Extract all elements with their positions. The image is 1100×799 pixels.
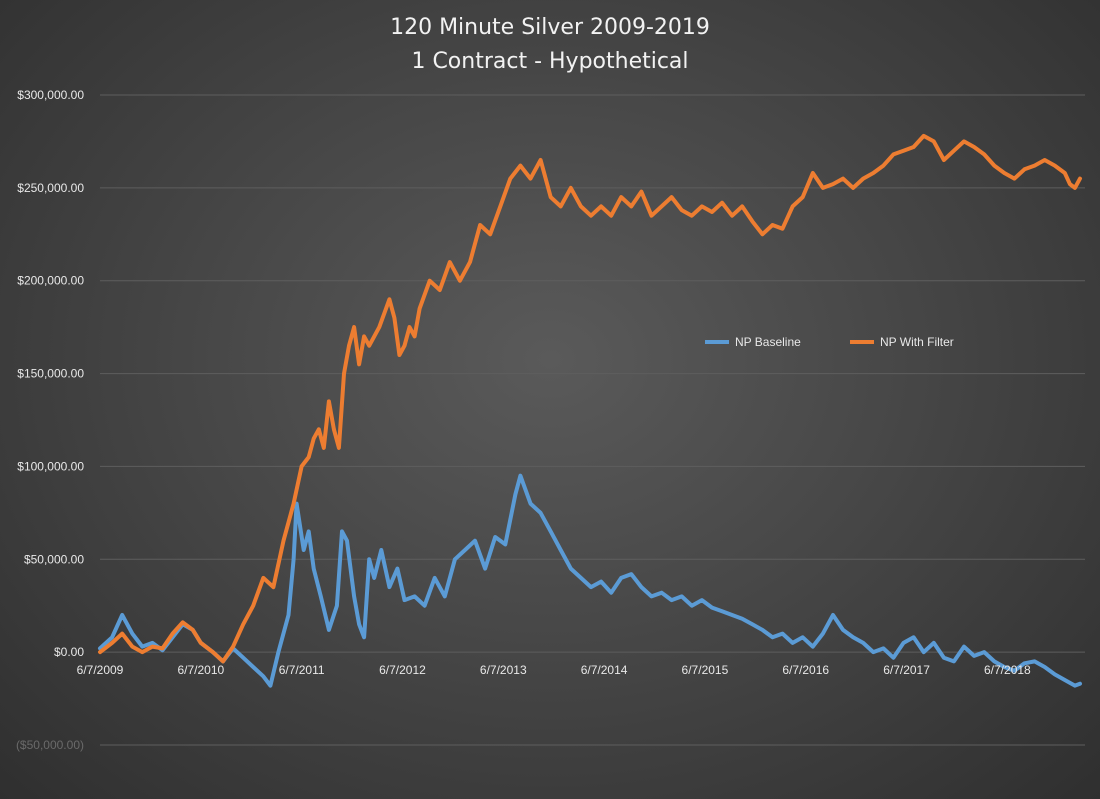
y-tick-label: ($50,000.00) — [16, 738, 84, 752]
y-tick-label: $100,000.00 — [17, 459, 84, 473]
chart-title: 120 Minute Silver 2009-2019 — [390, 15, 710, 40]
x-tick-label: 6/7/2012 — [379, 663, 426, 677]
x-tick-label: 6/7/2010 — [177, 663, 224, 677]
y-tick-label: $250,000.00 — [17, 181, 84, 195]
gridlines — [100, 94, 1085, 746]
legend-label: NP Baseline — [735, 335, 801, 349]
x-tick-label: 6/7/2013 — [480, 663, 527, 677]
series-lines — [98, 133, 1082, 688]
y-tick-label: $300,000.00 — [17, 88, 84, 102]
y-tick-label: $200,000.00 — [17, 274, 84, 288]
x-tick-label: 6/7/2016 — [782, 663, 829, 677]
x-tick-label: 6/7/2015 — [682, 663, 729, 677]
y-tick-label: $50,000.00 — [24, 552, 84, 566]
y-tick-label: $0.00 — [54, 645, 84, 659]
x-tick-label: 6/7/2011 — [279, 663, 325, 677]
y-axis-tick-labels: $300,000.00 $250,000.00 $200,000.00 $150,00… — [16, 88, 84, 752]
series-line-np-baseline — [98, 473, 1082, 688]
legend-label: NP With Filter — [880, 335, 954, 349]
x-tick-label: 6/7/2014 — [581, 663, 628, 677]
x-tick-label: 6/7/2018 — [984, 663, 1031, 677]
y-tick-label: $150,000.00 — [17, 367, 84, 381]
x-tick-label: 6/7/2017 — [883, 663, 930, 677]
series-line-np-with-filter — [98, 133, 1082, 664]
chart-subtitle: 1 Contract - Hypothetical — [411, 49, 688, 74]
x-axis-tick-labels: 6/7/2009 6/7/2010 6/7/2011 6/7/2012 6/7/2013… — [77, 663, 1031, 677]
legend: NP Baseline NP With Filter — [705, 335, 954, 349]
x-tick-label: 6/7/2009 — [77, 663, 124, 677]
